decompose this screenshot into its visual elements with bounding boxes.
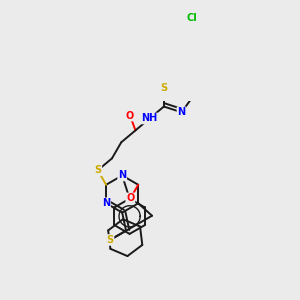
Text: S: S bbox=[106, 235, 113, 245]
Text: N: N bbox=[118, 170, 126, 181]
Text: N: N bbox=[102, 198, 110, 208]
Text: O: O bbox=[126, 111, 134, 121]
Text: S: S bbox=[160, 83, 167, 93]
Text: NH: NH bbox=[142, 113, 158, 124]
Text: S: S bbox=[94, 165, 101, 175]
Text: Cl: Cl bbox=[186, 14, 197, 23]
Text: O: O bbox=[126, 194, 134, 203]
Text: N: N bbox=[177, 107, 186, 117]
